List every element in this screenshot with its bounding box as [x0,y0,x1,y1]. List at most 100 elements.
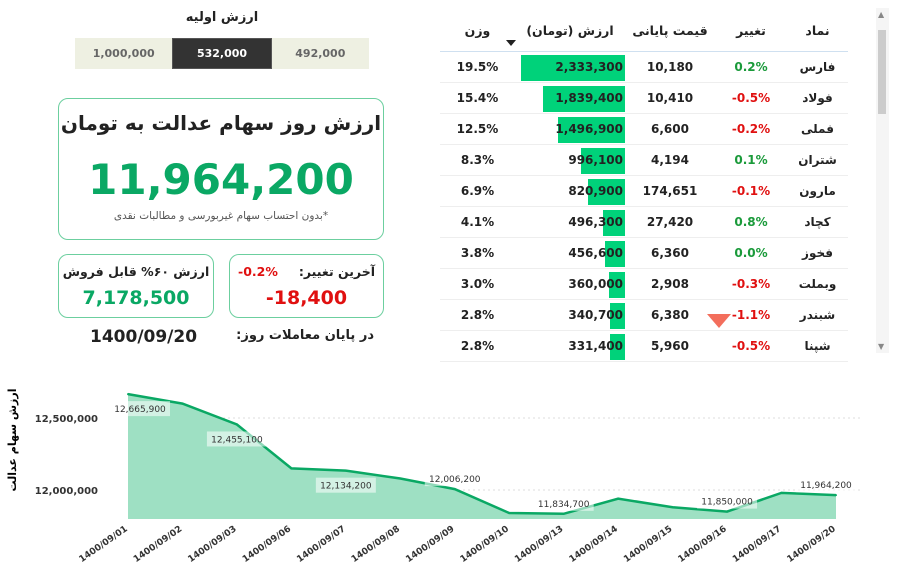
symbol[interactable]: شبندر [799,308,836,322]
change: -0.1% [731,184,771,198]
value-cell: 996,100 [515,145,625,176]
last-change-card: آخرین تغییر: -0.2% -18,400 [229,254,384,318]
data-label-bg [206,431,267,447]
data-point [671,506,674,509]
table-row[interactable]: فخوز 0.0% 6,360 456,600 3.8% [440,238,848,269]
close-price: 2,908 [651,277,689,291]
x-tick-label: 1400/09/09 [404,524,456,565]
x-tick-label: 1400/09/03 [186,524,238,565]
option-532000[interactable]: 532,000 [172,38,272,69]
symbol[interactable]: فملی [801,122,834,136]
weight: 4.1% [460,215,495,229]
data-label: 11,834,700 [538,500,590,510]
x-tick-label: 1400/09/10 [459,524,511,565]
table-row[interactable]: فملی -0.2% 6,600 1,496,900 12.5% [440,114,848,145]
trading-date: 1400/09/20 [90,327,198,347]
value: 996,100 [568,152,623,167]
table-row[interactable]: شپنا -0.5% 5,960 331,400 2.8% [440,331,848,362]
option-1000000[interactable]: 1,000,000 [75,38,173,69]
change: 0.0% [734,246,768,260]
header-weight[interactable]: وزن [464,23,491,38]
symbol[interactable]: کچاد [804,215,831,229]
option-492000[interactable]: 492,000 [271,38,369,69]
value-cell: 340,700 [515,300,625,331]
value-cell: 360,000 [515,269,625,300]
trading-date-label: در پایان معاملات روز: [236,328,374,343]
table-row[interactable]: فولاد -0.5% 10,410 1,839,400 15.4% [440,83,848,114]
value-cell: 1,839,400 [515,83,625,114]
daily-value-title: ارزش روز سهام عدالت به تومان [60,111,382,135]
symbol[interactable]: فولاد [802,91,833,105]
header-symbol[interactable]: نماد [805,23,830,38]
weight: 19.5% [456,60,499,74]
sort-descending-icon[interactable] [506,40,516,46]
table-row[interactable]: وبملت -0.3% 2,908 360,000 3.0% [440,269,848,300]
table-row[interactable]: شبندر -1.1% 6,380 340,700 2.8% [440,300,848,331]
table-row[interactable]: شتران 0.1% 4,194 996,100 8.3% [440,145,848,176]
value-cell: 496,300 [515,207,625,238]
close-price: 10,180 [646,60,694,74]
data-label: 11,964,200 [800,481,852,491]
x-tick-label: 1400/09/02 [132,524,184,565]
scroll-down-icon[interactable]: ▼ [878,342,885,351]
value-bar [608,271,625,298]
x-tick-label: 1400/09/07 [295,524,347,565]
symbol[interactable]: وبملت [798,277,837,291]
change: 0.1% [734,153,768,167]
data-label-bg [796,477,856,493]
data-point [127,393,129,396]
header-change[interactable]: تغییر [736,23,766,38]
scrollbar-thumb[interactable] [878,30,886,114]
close-price: 6,360 [651,246,689,260]
symbol[interactable]: شپنا [804,339,831,353]
data-label-bg [533,495,594,511]
change: -0.5% [731,91,771,105]
data-point [344,469,347,472]
y-tick-label: 12,500,000 [35,414,98,425]
data-label: 12,665,900 [114,405,166,415]
table-header: نماد تغییر قیمت پایانی ارزش (تومان) وزن [440,10,848,52]
data-point [290,467,293,470]
data-label: 12,134,200 [320,482,372,492]
weight: 6.9% [460,184,495,198]
scroll-up-icon[interactable]: ▲ [878,10,885,19]
stocks-table: نماد تغییر قیمت پایانی ارزش (تومان) وزن … [440,10,848,362]
table-row[interactable]: مارون -0.1% 174,651 820,900 6.9% [440,176,848,207]
close-price: 5,960 [651,339,689,353]
weight: 12.5% [456,122,499,136]
symbol[interactable]: شتران [798,153,837,167]
value: 1,839,400 [555,90,623,105]
x-tick-label: 1400/09/17 [731,524,783,565]
change: -0.3% [731,277,771,291]
daily-value-note: *بدون احتساب سهام غیربورسی و مطالبات نقد… [113,210,329,222]
value-cell: 1,496,900 [515,114,625,145]
x-tick-label: 1400/09/13 [513,524,565,565]
table-scrollbar[interactable]: ▲ ▼ [876,8,889,353]
last-change-value: -18,400 [265,287,348,309]
data-label: 12,006,200 [429,475,481,485]
weight: 2.8% [460,308,495,322]
value: 2,333,300 [555,59,623,74]
weight: 2.8% [460,339,495,353]
table-row[interactable]: فارس 0.2% 10,180 2,333,300 19.5% [440,52,848,83]
value-cell: 331,400 [515,331,625,362]
value-bar [588,178,625,205]
sellable-title: ارزش ۶۰% قابل فروش [62,264,210,279]
header-value[interactable]: ارزش (تومان) [526,23,614,38]
symbol[interactable]: فارس [799,60,836,74]
symbol[interactable]: فخوز [802,246,833,260]
value: 456,600 [568,245,623,260]
weight: 8.3% [460,153,495,167]
value-cell: 2,333,300 [515,52,625,83]
value-bar [580,147,625,174]
x-tick-label: 1400/09/16 [677,524,729,565]
triangle-down-icon [707,314,731,328]
value: 496,300 [568,214,623,229]
value-bar [558,116,625,143]
y-axis-label: ارزش سهام عدالت [6,389,19,492]
header-close[interactable]: قیمت پایانی [632,23,708,38]
data-label-bg [697,493,758,509]
symbol[interactable]: مارون [799,184,836,198]
initial-value-title: ارزش اولیه [185,10,259,25]
table-row[interactable]: کچاد 0.8% 27,420 496,300 4.1% [440,207,848,238]
